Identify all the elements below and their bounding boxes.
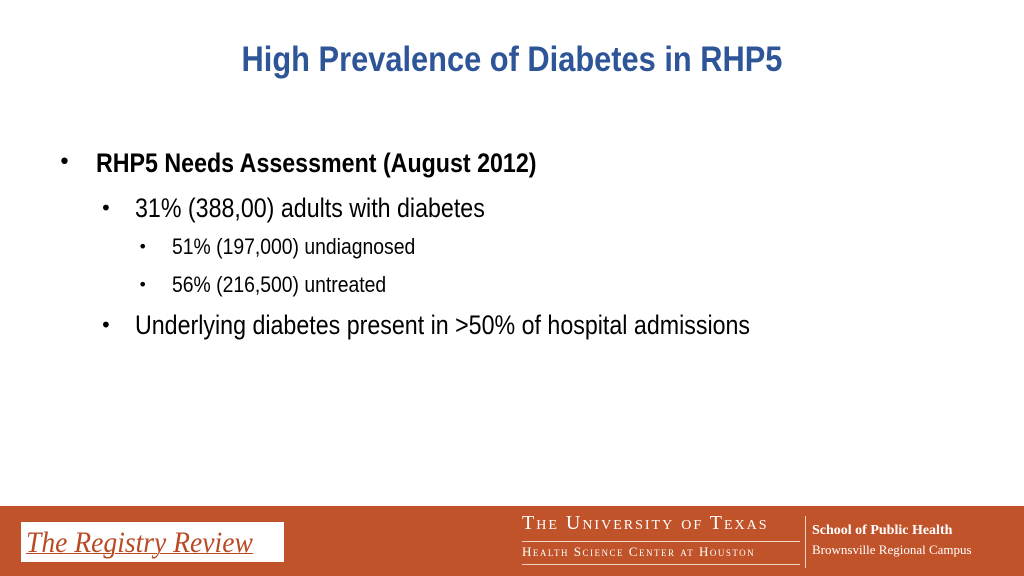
university-name: The University of Texas [522,512,769,534]
bullet-marker: • [100,313,112,337]
slide-title: High Prevalence of Diabetes in RHP5 [241,40,783,79]
bullet-marker: • [58,150,71,175]
bullet-untreated: 56% (216,500) untreated [172,272,387,297]
bullet-marker: • [138,275,148,294]
campus-name: Brownsville Regional Campus [812,542,972,557]
divider [522,564,800,565]
registry-review-logo-text: The Registry Review [26,526,253,559]
bullet-marker: • [100,196,112,220]
bullet-marker: • [138,237,148,256]
divider [522,541,800,542]
health-science-center-name: Health Science Center at Houston [522,544,756,559]
bullet-needs-assessment: RHP5 Needs Assessment (August 2012) [96,148,537,178]
school-name: School of Public Health [812,523,953,538]
bullet-list: • RHP5 Needs Assessment (August 2012) • … [58,148,751,340]
bullet-adults-with-diabetes: 31% (388,00) adults with diabetes [135,193,485,223]
bullet-undiagnosed: 51% (197,000) undiagnosed [172,234,416,259]
footer-bar: The Registry Review The University of Te… [0,506,1024,576]
vertical-divider [805,516,806,568]
registry-review-logo: The Registry Review [21,522,284,562]
bullet-hospital-admissions: Underlying diabetes present in >50% of h… [135,310,751,340]
